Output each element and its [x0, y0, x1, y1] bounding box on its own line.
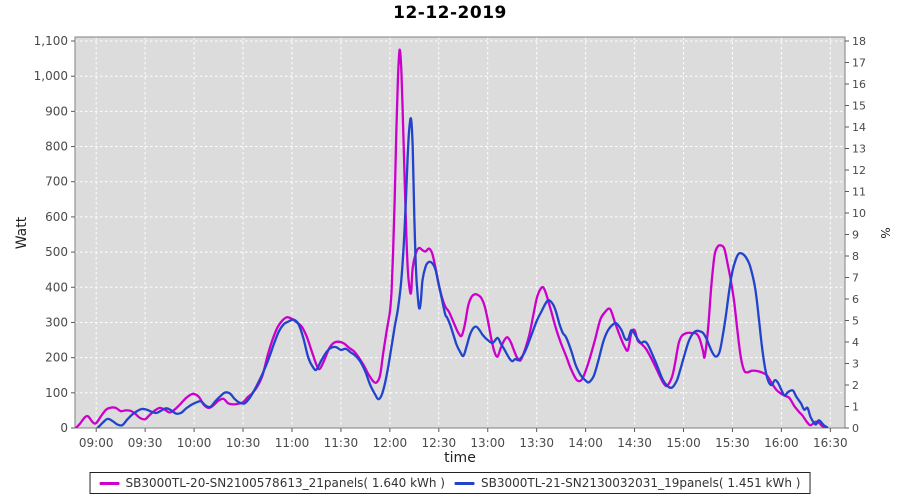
y-axis-left-title: Watt	[14, 216, 30, 249]
series-line-1	[96, 117, 829, 428]
y-left-tick-label: 800	[45, 140, 68, 154]
legend-label-inverter-20: SB3000TL-20-SN2100578613_21panels( 1.640…	[125, 476, 445, 490]
legend-line-swatch-magenta	[99, 481, 120, 485]
y-right-tick-label: 18	[852, 35, 866, 48]
y-left-tick-label: 500	[45, 245, 68, 259]
y-left-tick-label: 1,100	[34, 34, 68, 48]
y-right-tick-label: 8	[852, 250, 859, 263]
y-left-tick-label: 900	[45, 104, 68, 118]
x-tick-label: 14:00	[568, 436, 603, 450]
x-tick-label: 09:00	[79, 436, 114, 450]
x-tick-label: 13:30	[519, 436, 554, 450]
y-right-tick-label: 7	[852, 272, 859, 285]
x-axis-title: time	[444, 450, 476, 466]
y-right-tick-label: 13	[852, 143, 866, 156]
y-left-tick-label: 1,000	[34, 69, 68, 83]
y-left-tick-label: 600	[45, 210, 68, 224]
y-right-tick-label: 12	[852, 164, 866, 177]
x-tick-label: 11:30	[324, 436, 359, 450]
y-right-tick-label: 17	[852, 57, 866, 70]
legend-item-inverter-20: SB3000TL-20-SN2100578613_21panels( 1.640…	[99, 476, 445, 490]
y-right-tick-label: 15	[852, 100, 866, 113]
plot-background	[75, 37, 845, 428]
y-left-tick-label: 200	[45, 351, 68, 365]
legend: SB3000TL-20-SN2100578613_21panels( 1.640…	[89, 472, 811, 494]
x-tick-label: 12:00	[373, 436, 408, 450]
x-tick-label: 13:00	[470, 436, 505, 450]
y-right-tick-label: 2	[852, 379, 859, 392]
chart-title: 12-12-2019	[393, 3, 507, 23]
y-right-tick-label: 11	[852, 186, 866, 199]
x-tick-label: 15:30	[715, 436, 750, 450]
y-right-tick-label: 3	[852, 358, 859, 371]
y-right-tick-label: 6	[852, 293, 859, 306]
x-tick-label: 16:30	[813, 436, 848, 450]
plot-area: 01002003004005006007008009001,0001,10001…	[14, 34, 892, 466]
series-line-0	[75, 48, 827, 428]
plot-border	[74, 36, 846, 429]
y-left-tick-label: 700	[45, 175, 68, 189]
y-left-tick-label: 400	[45, 280, 68, 294]
x-tick-label: 10:00	[177, 436, 212, 450]
x-tick-label: 09:30	[128, 436, 163, 450]
y-right-tick-label: 0	[852, 422, 859, 435]
x-tick-label: 14:30	[617, 436, 652, 450]
y-right-tick-label: 16	[852, 78, 866, 91]
x-tick-label: 10:30	[226, 436, 261, 450]
y-left-tick-label: 100	[45, 386, 68, 400]
legend-label-inverter-21: SB3000TL-21-SN2130032031_19panels( 1.451…	[481, 476, 801, 490]
y-right-tick-label: 1	[852, 401, 859, 414]
y-right-tick-label: 4	[852, 336, 859, 349]
x-tick-label: 16:00	[764, 436, 799, 450]
x-tick-label: 12:30	[422, 436, 457, 450]
y-left-tick-label: 0	[60, 421, 68, 435]
x-tick-label: 11:00	[275, 436, 310, 450]
y-right-tick-label: 5	[852, 315, 859, 328]
y-right-tick-label: 9	[852, 229, 859, 242]
legend-item-inverter-21: SB3000TL-21-SN2130032031_19panels( 1.451…	[455, 476, 800, 490]
x-tick-label: 15:00	[666, 436, 701, 450]
y-left-tick-label: 300	[45, 316, 68, 330]
y-axis-right-title: %	[878, 227, 892, 238]
legend-line-swatch-blue	[455, 481, 475, 485]
y-right-tick-label: 14	[852, 121, 866, 134]
y-right-tick-label: 10	[852, 207, 866, 220]
